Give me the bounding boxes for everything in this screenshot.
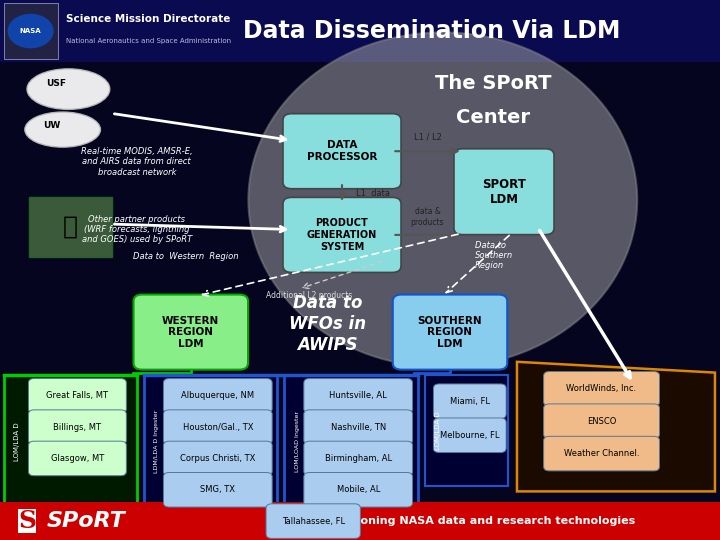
FancyBboxPatch shape: [454, 148, 554, 234]
Text: SPoRT: SPoRT: [47, 511, 125, 531]
FancyBboxPatch shape: [163, 379, 272, 413]
Text: 🏰: 🏰: [63, 215, 78, 239]
Text: USF: USF: [46, 79, 66, 87]
Polygon shape: [517, 362, 715, 491]
FancyBboxPatch shape: [393, 295, 507, 369]
Text: SPORT
LDM: SPORT LDM: [482, 178, 526, 206]
FancyBboxPatch shape: [29, 197, 112, 256]
Text: UW: UW: [43, 121, 60, 130]
Bar: [0, 502, 720, 540]
Text: Houston/Gal., TX: Houston/Gal., TX: [183, 423, 253, 431]
Text: Other partner products
(WRF forecasts, lightning
and GOES) used by SPoRT: Other partner products (WRF forecasts, l…: [81, 214, 192, 245]
FancyBboxPatch shape: [163, 472, 272, 507]
FancyBboxPatch shape: [544, 404, 660, 438]
Text: L1 / L2: L1 / L2: [413, 132, 441, 141]
Ellipse shape: [27, 69, 110, 109]
FancyBboxPatch shape: [304, 472, 413, 507]
Text: PRODUCT
GENERATION
SYSTEM: PRODUCT GENERATION SYSTEM: [307, 218, 377, 252]
Text: data &
products: data & products: [410, 207, 444, 227]
FancyBboxPatch shape: [29, 441, 127, 476]
FancyBboxPatch shape: [163, 410, 272, 444]
Bar: [0, 0, 720, 62]
Bar: [425, 375, 508, 486]
Text: Miami, FL: Miami, FL: [450, 397, 490, 406]
FancyBboxPatch shape: [266, 504, 360, 538]
FancyBboxPatch shape: [544, 436, 660, 471]
Text: Mobile, AL: Mobile, AL: [336, 485, 380, 494]
Text: Data to
WFOs in
AWIPS: Data to WFOs in AWIPS: [289, 294, 366, 354]
Text: Glasgow, MT: Glasgow, MT: [51, 454, 104, 463]
Ellipse shape: [248, 32, 637, 367]
FancyBboxPatch shape: [29, 379, 127, 413]
Text: Center: Center: [456, 108, 530, 127]
Text: WESTERN
REGION
LDM: WESTERN REGION LDM: [162, 315, 220, 349]
Text: The SPoRT: The SPoRT: [435, 74, 552, 93]
Text: LOM/LDA D: LOM/LDA D: [435, 411, 441, 450]
Text: Tallahassee, FL: Tallahassee, FL: [282, 517, 345, 525]
FancyBboxPatch shape: [304, 379, 413, 413]
Text: Corpus Christi, TX: Corpus Christi, TX: [180, 454, 256, 463]
FancyBboxPatch shape: [134, 295, 248, 369]
Text: Birmingham, AL: Birmingham, AL: [325, 454, 392, 463]
FancyBboxPatch shape: [163, 441, 272, 476]
Bar: [284, 375, 418, 508]
Text: Great Falls, MT: Great Falls, MT: [46, 392, 109, 400]
Text: Additional L2 products: Additional L2 products: [266, 291, 353, 300]
Text: Weather Channel.: Weather Channel.: [564, 449, 639, 458]
Text: SMG, TX: SMG, TX: [200, 485, 235, 494]
Text: Billings, MT: Billings, MT: [53, 423, 102, 431]
FancyBboxPatch shape: [283, 197, 401, 272]
Text: LOM/LDA D: LOM/LDA D: [14, 422, 19, 461]
Circle shape: [8, 14, 53, 49]
Text: Data Dissemination Via LDM: Data Dissemination Via LDM: [243, 19, 621, 43]
Text: Data to  Western  Region: Data to Western Region: [133, 252, 239, 261]
Bar: [144, 375, 277, 508]
Text: Data to
Southern
Region: Data to Southern Region: [475, 240, 513, 271]
Text: SOUTHERN
REGION
LDM: SOUTHERN REGION LDM: [418, 315, 482, 349]
Text: Albuquerque, NM: Albuquerque, NM: [181, 392, 254, 400]
Text: LDM/LDA D Ingester: LDM/LDA D Ingester: [155, 410, 159, 473]
Ellipse shape: [24, 112, 101, 147]
Text: Nashville, TN: Nashville, TN: [330, 423, 386, 431]
Bar: [4, 3, 58, 59]
Text: Real-time MODIS, AMSR-E,
and AIRS data from direct
broadcast network: Real-time MODIS, AMSR-E, and AIRS data f…: [81, 147, 193, 177]
Text: Melbourne, FL: Melbourne, FL: [440, 431, 500, 440]
FancyBboxPatch shape: [29, 410, 127, 444]
Text: S: S: [18, 509, 36, 533]
Bar: [4, 375, 137, 508]
FancyBboxPatch shape: [304, 410, 413, 444]
Text: NASA: NASA: [19, 28, 42, 34]
FancyBboxPatch shape: [283, 114, 401, 189]
Text: L1  data: L1 data: [356, 188, 390, 198]
FancyBboxPatch shape: [544, 372, 660, 406]
Text: WorldWinds, Inc.: WorldWinds, Inc.: [567, 384, 636, 393]
Text: LOM/LOAD Ingester: LOM/LOAD Ingester: [295, 411, 300, 472]
FancyBboxPatch shape: [304, 441, 413, 476]
Text: DATA
PROCESSOR: DATA PROCESSOR: [307, 140, 377, 162]
Text: ENSCO: ENSCO: [587, 417, 616, 426]
FancyBboxPatch shape: [433, 384, 506, 418]
Text: Science Mission Directorate: Science Mission Directorate: [66, 14, 230, 24]
Text: transitioning NASA data and research technologies: transitioning NASA data and research tec…: [315, 516, 635, 526]
Text: National Aeronautics and Space Administration: National Aeronautics and Space Administr…: [66, 38, 231, 44]
FancyBboxPatch shape: [433, 418, 506, 453]
Text: Huntsville, AL: Huntsville, AL: [329, 392, 387, 400]
